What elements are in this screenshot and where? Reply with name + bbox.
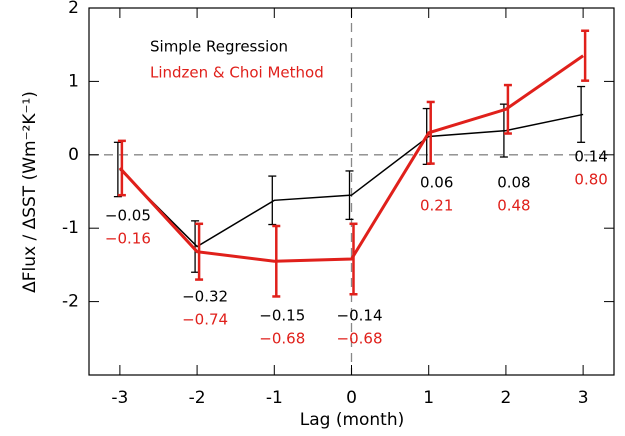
error-bar (113, 141, 122, 198)
annotation: −0.68 (259, 330, 305, 348)
series-line (119, 113, 584, 248)
series-line (118, 54, 584, 263)
error-bar (117, 139, 126, 197)
error-bar (426, 100, 435, 165)
legend-entry: Lindzen & Choi Method (150, 64, 324, 82)
annotation: −0.15 (259, 307, 305, 325)
error-bar (191, 220, 200, 273)
annotation: −0.32 (182, 288, 228, 306)
y-axis-label: ΔFlux / ΔSST (Wm⁻²K⁻¹) (20, 91, 40, 293)
error-bar (195, 222, 204, 281)
y-tick-label: 1 (68, 71, 79, 91)
y-tick-label: 2 (68, 0, 79, 18)
x-tick-label: 1 (423, 388, 434, 408)
annotation: 0.08 (497, 174, 530, 192)
annotation: 0.80 (574, 171, 607, 189)
annotation: 0.21 (420, 197, 453, 215)
annotation: −0.16 (105, 230, 151, 248)
error-bar (345, 170, 354, 221)
legend-entry: Simple Regression (150, 38, 288, 56)
y-tick-label: -1 (62, 218, 79, 238)
annotation: −0.68 (337, 330, 383, 348)
annotation: 0.14 (574, 148, 607, 166)
y-tick-label: 0 (68, 145, 79, 165)
x-axis-label: Lag (month) (300, 410, 405, 430)
x-tick-label: -1 (266, 388, 283, 408)
error-bar (503, 83, 512, 135)
annotation: 0.06 (420, 174, 453, 192)
error-bar (499, 103, 508, 158)
x-tick-label: 2 (500, 388, 511, 408)
y-tick-label: -2 (62, 292, 79, 312)
error-bar (268, 175, 277, 226)
error-bar (272, 224, 281, 298)
error-bar (349, 222, 358, 296)
error-bar (581, 29, 590, 82)
annotation: −0.74 (182, 311, 228, 329)
error-bar (577, 85, 586, 143)
annotation: 0.48 (497, 197, 530, 215)
x-tick-label: 3 (578, 388, 589, 408)
x-tick-label: -3 (111, 388, 128, 408)
annotation: −0.05 (105, 207, 151, 225)
annotation: −0.14 (337, 307, 383, 325)
x-tick-label: -2 (189, 388, 206, 408)
x-tick-label: 0 (346, 388, 357, 408)
